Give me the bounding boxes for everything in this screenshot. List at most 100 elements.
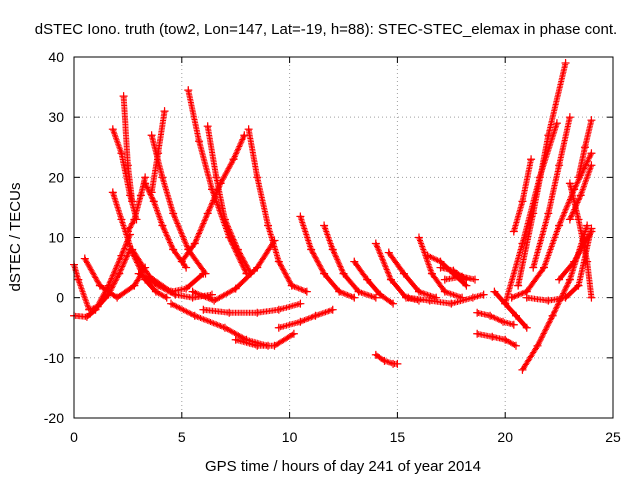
data-point bbox=[134, 269, 143, 278]
data-point bbox=[580, 143, 589, 152]
data-point bbox=[311, 311, 320, 320]
data-point bbox=[490, 287, 499, 296]
data-point bbox=[287, 281, 296, 290]
series-arc18 bbox=[231, 329, 298, 350]
data-point bbox=[574, 281, 583, 290]
data-point bbox=[565, 113, 574, 122]
series-arc4 bbox=[108, 188, 171, 302]
x-tick-label: 10 bbox=[282, 429, 298, 445]
data-point bbox=[154, 281, 163, 290]
data-point bbox=[296, 212, 305, 221]
data-point bbox=[501, 335, 510, 344]
data-point bbox=[511, 341, 520, 350]
data-point bbox=[231, 284, 240, 293]
data-point bbox=[229, 155, 238, 164]
data-point bbox=[561, 59, 570, 68]
data-point bbox=[296, 299, 305, 308]
data-point bbox=[473, 329, 482, 338]
data-point bbox=[427, 269, 436, 278]
y-tick-label: -20 bbox=[44, 410, 64, 426]
data-point bbox=[270, 341, 279, 350]
data-point bbox=[350, 257, 359, 266]
data-point bbox=[95, 281, 104, 290]
data-point bbox=[91, 305, 100, 314]
data-point bbox=[141, 179, 150, 188]
data-point bbox=[289, 329, 298, 338]
data-point bbox=[587, 293, 596, 302]
data-point bbox=[447, 299, 456, 308]
data-point bbox=[555, 275, 564, 284]
data-point bbox=[522, 323, 531, 332]
chart-title: dSTEC Iono. truth (tow2, Lon=147, Lat=-1… bbox=[35, 21, 617, 38]
data-point bbox=[195, 137, 204, 146]
data-point bbox=[203, 122, 212, 131]
data-point bbox=[533, 341, 542, 350]
data-point bbox=[529, 209, 538, 218]
data-point bbox=[177, 257, 186, 266]
data-point bbox=[518, 197, 527, 206]
data-point bbox=[149, 197, 158, 206]
data-point bbox=[147, 188, 156, 197]
series-arc22 bbox=[296, 212, 359, 302]
series-arc6 bbox=[119, 92, 137, 206]
data-point bbox=[108, 125, 117, 134]
data-point bbox=[207, 185, 216, 194]
y-tick-label: 40 bbox=[48, 49, 64, 65]
data-point bbox=[529, 263, 538, 272]
y-axis-label: dSTEC / TECUs bbox=[7, 183, 24, 292]
data-point bbox=[158, 173, 167, 182]
data-point bbox=[182, 284, 191, 293]
data-point bbox=[468, 293, 477, 302]
data-point bbox=[216, 179, 225, 188]
x-tick-label: 25 bbox=[605, 429, 621, 445]
data-point bbox=[540, 263, 549, 272]
data-point bbox=[117, 149, 126, 158]
data-point bbox=[518, 365, 527, 374]
data-point bbox=[123, 227, 132, 236]
data-point bbox=[570, 257, 579, 266]
data-point bbox=[354, 287, 363, 296]
series-arc34 bbox=[473, 329, 520, 350]
data-point bbox=[151, 287, 160, 296]
data-point bbox=[565, 179, 574, 188]
data-point bbox=[80, 254, 89, 263]
series-arc44 bbox=[574, 116, 596, 182]
data-point bbox=[449, 266, 458, 275]
data-point bbox=[583, 257, 592, 266]
data-point bbox=[414, 287, 423, 296]
data-point bbox=[190, 239, 199, 248]
data-point bbox=[207, 290, 216, 299]
data-point bbox=[565, 215, 574, 224]
data-point bbox=[555, 221, 564, 230]
series-arc46 bbox=[565, 161, 596, 224]
data-point bbox=[436, 263, 445, 272]
data-point bbox=[113, 293, 122, 302]
data-point bbox=[565, 275, 574, 284]
data-point bbox=[527, 155, 536, 164]
axis-ticks: 0 5 10 15 20 25 -20 -10 0 10 20 30 40 bbox=[44, 49, 621, 445]
data-point bbox=[555, 161, 564, 170]
data-point bbox=[128, 245, 137, 254]
data-point bbox=[302, 287, 311, 296]
data-point bbox=[184, 86, 193, 95]
data-point bbox=[74, 275, 83, 284]
data-point bbox=[274, 323, 283, 332]
data-point bbox=[514, 281, 523, 290]
data-point bbox=[203, 209, 212, 218]
data-point bbox=[154, 149, 163, 158]
data-point bbox=[393, 359, 402, 368]
series-arc41 bbox=[529, 113, 574, 272]
data-point bbox=[583, 221, 592, 230]
data-point bbox=[509, 320, 518, 329]
series-arc16 bbox=[244, 125, 311, 296]
data-point bbox=[244, 125, 253, 134]
data-point bbox=[130, 281, 139, 290]
data-point bbox=[225, 308, 234, 317]
data-point bbox=[522, 293, 531, 302]
data-point bbox=[328, 305, 337, 314]
data-point bbox=[544, 209, 553, 218]
data-point bbox=[104, 281, 113, 290]
series-arc40 bbox=[514, 59, 570, 290]
data-point bbox=[425, 296, 434, 305]
